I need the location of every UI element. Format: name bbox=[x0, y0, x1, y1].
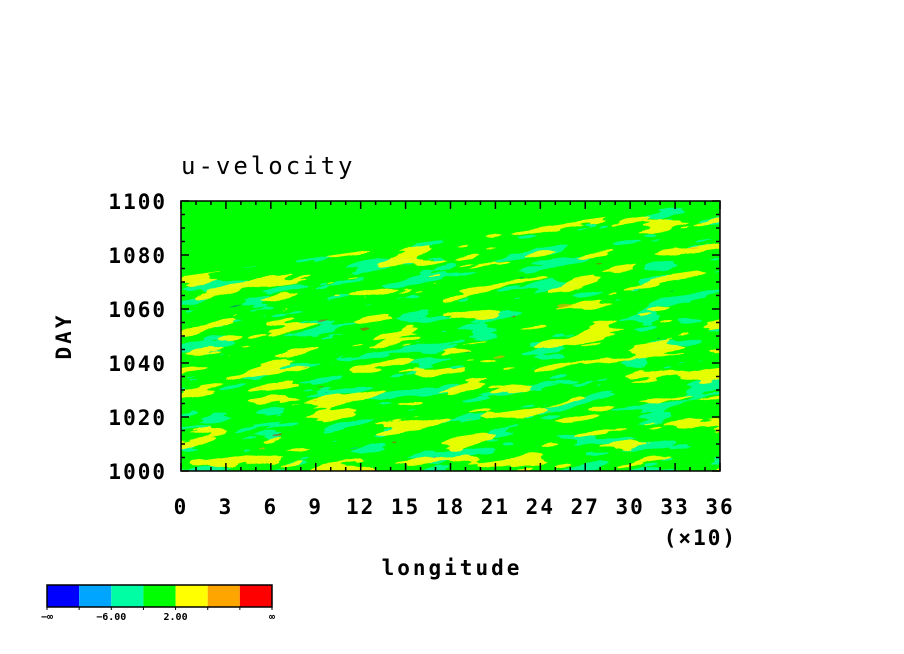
colorbar-swatch bbox=[239, 585, 272, 607]
colorbar-swatch bbox=[47, 585, 80, 607]
x-tick-label: 18 bbox=[436, 495, 465, 519]
colorbar-label: ∞ bbox=[269, 612, 275, 623]
colorbar-swatch bbox=[79, 585, 112, 607]
y-tick-label: 1020 bbox=[108, 406, 167, 430]
x-tick-label: 15 bbox=[391, 495, 420, 519]
x-tick-label: 33 bbox=[660, 495, 689, 519]
x-axis-multiplier: (×10) bbox=[664, 526, 737, 550]
x-tick-label: 9 bbox=[308, 495, 323, 519]
x-axis-label: longitude bbox=[382, 556, 523, 580]
y-tick-label: 1000 bbox=[108, 460, 167, 484]
y-tick-label: 1060 bbox=[108, 298, 167, 322]
x-tick-label: 12 bbox=[346, 495, 375, 519]
x-axis: 0 3 6 9 12 15 18 21 24 27 30 33 36 bbox=[174, 201, 734, 519]
colorbar: −∞ −6.00 2.00 ∞ bbox=[41, 584, 275, 623]
colorbar-frame bbox=[46, 584, 273, 608]
x-tick-label: 6 bbox=[264, 495, 279, 519]
x-tick-label: 36 bbox=[705, 495, 734, 519]
colorbar-swatch bbox=[175, 585, 208, 607]
y-tick-label: 1040 bbox=[108, 352, 167, 376]
y-tick-label: 1100 bbox=[108, 190, 167, 214]
y-axis: 1000 1020 1040 1060 1080 1100 bbox=[108, 190, 720, 484]
colorbar-label: −∞ bbox=[41, 612, 53, 623]
chart-title: u-velocity bbox=[181, 152, 356, 180]
colorbar-label: −6.00 bbox=[96, 612, 126, 623]
y-tick-label: 1080 bbox=[108, 244, 167, 268]
y-axis-label: DAY bbox=[52, 313, 76, 360]
x-tick-label: 0 bbox=[174, 495, 189, 519]
x-tick-label: 3 bbox=[219, 495, 234, 519]
colorbar-swatch bbox=[111, 585, 144, 607]
colorbar-swatch bbox=[207, 585, 240, 607]
x-tick-label: 21 bbox=[481, 495, 510, 519]
x-tick-label: 24 bbox=[526, 495, 555, 519]
x-tick-label: 27 bbox=[571, 495, 600, 519]
colorbar-label: 2.00 bbox=[164, 612, 188, 623]
plot-area bbox=[180, 200, 721, 472]
x-tick-label: 30 bbox=[616, 495, 645, 519]
u-velocity-field bbox=[181, 201, 720, 471]
field-layer bbox=[181, 201, 720, 471]
colorbar-swatch bbox=[143, 585, 176, 607]
